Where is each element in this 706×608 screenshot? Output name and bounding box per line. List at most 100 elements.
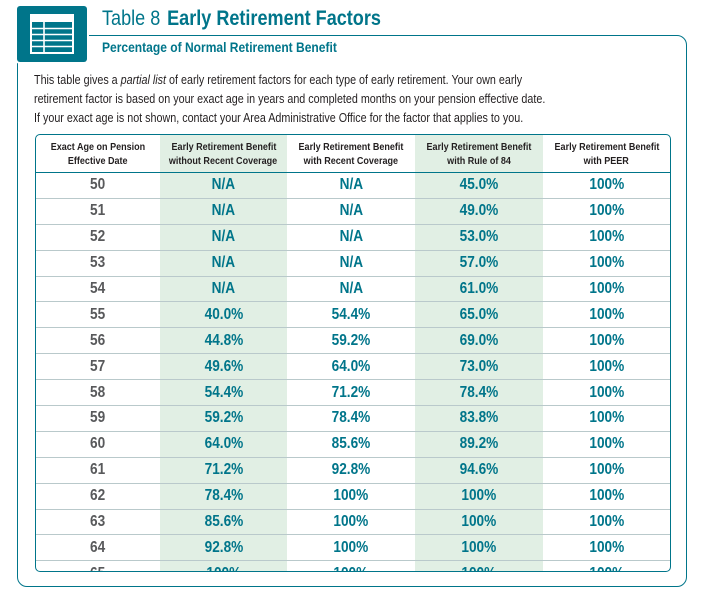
cell-value: N/A [211, 280, 236, 297]
cell-value: 69.0% [459, 331, 499, 349]
table-title: Early Retirement Factors [167, 7, 381, 30]
cell-value: 100% [589, 409, 624, 427]
age-cell: 61 [36, 457, 160, 484]
cell-value: 92.8% [204, 538, 243, 556]
cell-value: 100% [589, 435, 624, 453]
factor-cell: 100% [543, 353, 670, 381]
age-cell: 55 [36, 301, 160, 329]
header-rule-of-84: Early Retirement Benefit with Rule of 84 [415, 135, 543, 173]
factor-cell: N/A [287, 198, 415, 225]
factor-cell: 59.2% [160, 405, 287, 432]
cell-value: 94.6% [459, 461, 499, 479]
factor-cell: 100% [287, 509, 415, 536]
header-peer: Early Retirement Benefit with PEER [543, 135, 670, 173]
cell-value: 73.0% [459, 357, 499, 375]
cell-value: 100% [333, 513, 369, 531]
age-cell: 59 [36, 405, 160, 432]
header-text-line: Exact Age on Pension [50, 140, 146, 153]
table-body: 50 N/A N/A 45.0% 100% 51 N/A N/A 49.0% 100% 52 N/A N… [36, 172, 670, 571]
cell-value: N/A [339, 254, 363, 272]
age-cell: 64 [36, 534, 160, 562]
factor-cell: 100% [543, 561, 670, 571]
age-cell: 58 [36, 379, 160, 407]
cell-value: 50 [90, 176, 106, 194]
cell-value: 78.4% [204, 487, 243, 505]
cell-value: 56 [90, 331, 106, 349]
cell-value: 54.4% [331, 305, 371, 323]
factor-cell: 61.0% [415, 276, 543, 303]
age-cell: 62 [36, 483, 160, 510]
cell-value: 100% [589, 280, 624, 297]
cell-value: 64.0% [204, 435, 243, 453]
factor-cell: 85.6% [287, 431, 415, 458]
cell-value: 61.0% [459, 280, 499, 297]
factor-cell: 92.8% [287, 457, 415, 484]
cell-value: 59 [90, 409, 106, 427]
table-header-row: Exact Age on Pension Effective Date Early … [36, 135, 670, 173]
factor-cell: 100% [543, 483, 670, 510]
cell-value: 55 [90, 305, 106, 323]
cell-value: 85.6% [204, 513, 243, 531]
factor-cell: 100% [415, 560, 543, 571]
table-row: 51 N/A N/A 49.0% 100% [36, 198, 670, 225]
table-row: 53 N/A N/A 57.0% 100% [36, 250, 670, 277]
table-subtitle: Percentage of Normal Retirement Benefit [102, 39, 337, 55]
age-cell: 57 [36, 353, 160, 381]
factor-cell: 57.0% [415, 250, 543, 277]
factor-cell: 100% [415, 483, 543, 510]
factor-cell: 100% [543, 224, 670, 251]
page-title: Table 8 Early Retirement Factors [102, 6, 381, 32]
cell-value: 78.4% [459, 383, 499, 401]
cell-value: 100% [461, 487, 497, 505]
factor-cell: 49.6% [160, 353, 287, 381]
table-row: 60 64.0% 85.6% 89.2% 100% [36, 431, 670, 458]
factor-cell: N/A [160, 172, 287, 199]
cell-value: N/A [339, 202, 363, 220]
header-with-recent-coverage: Early Retirement Benefit with Recent Cove… [287, 135, 415, 173]
cell-value: 44.8% [204, 331, 243, 349]
factor-cell: N/A [287, 172, 415, 199]
factors-table: Exact Age on Pension Effective Date Early … [35, 134, 671, 572]
cell-value: 54 [90, 280, 106, 297]
table-row: 55 40.0% 54.4% 65.0% 100% [36, 301, 670, 329]
table-grid-icon [17, 6, 87, 62]
age-cell: 50 [36, 172, 160, 199]
cell-value: 100% [589, 357, 624, 375]
cell-value: 65 [90, 565, 105, 571]
intro-line-2: retirement factor is based on your exact… [34, 91, 546, 106]
cell-value: N/A [339, 280, 363, 297]
cell-value: N/A [339, 176, 363, 194]
cell-value: 65.0% [459, 305, 499, 323]
header-text-line: Early Retirement Benefit [171, 140, 276, 153]
cell-value: N/A [339, 228, 363, 246]
cell-value: 59.2% [331, 331, 371, 349]
age-cell: 65 [36, 561, 160, 571]
factor-cell: 49.0% [415, 198, 543, 225]
cell-value: 45.0% [459, 176, 499, 194]
factor-cell: 45.0% [415, 172, 543, 199]
table-row: 59 59.2% 78.4% 83.8% 100% [36, 405, 670, 432]
cell-value: 100% [461, 538, 497, 556]
cell-value: N/A [211, 254, 236, 272]
factor-cell: 78.4% [160, 483, 287, 510]
factor-cell: 78.4% [287, 405, 415, 432]
table-row: 61 71.2% 92.8% 94.6% 100% [36, 457, 670, 484]
age-cell: 60 [36, 431, 160, 458]
intro-line-1-start: This table gives a [34, 73, 121, 87]
cell-value: 54.4% [204, 383, 243, 401]
cell-value: 61 [90, 461, 106, 479]
cell-value: 100% [334, 565, 369, 571]
factor-cell: 69.0% [415, 327, 543, 355]
cell-value: 62 [90, 487, 106, 505]
factor-cell: 83.8% [415, 405, 543, 432]
cell-value: 89.2% [459, 435, 499, 453]
cell-value: 100% [589, 461, 624, 479]
factor-cell: 65.0% [415, 301, 543, 329]
factor-cell: 59.2% [287, 327, 415, 355]
header-text-line: with PEER [583, 154, 630, 167]
factor-cell: 73.0% [415, 353, 543, 381]
header-text-line: Effective Date [68, 154, 128, 167]
cell-value: 57 [90, 357, 106, 375]
table-row: 64 92.8% 100% 100% 100% [36, 534, 670, 562]
factor-cell: 85.6% [160, 509, 287, 536]
